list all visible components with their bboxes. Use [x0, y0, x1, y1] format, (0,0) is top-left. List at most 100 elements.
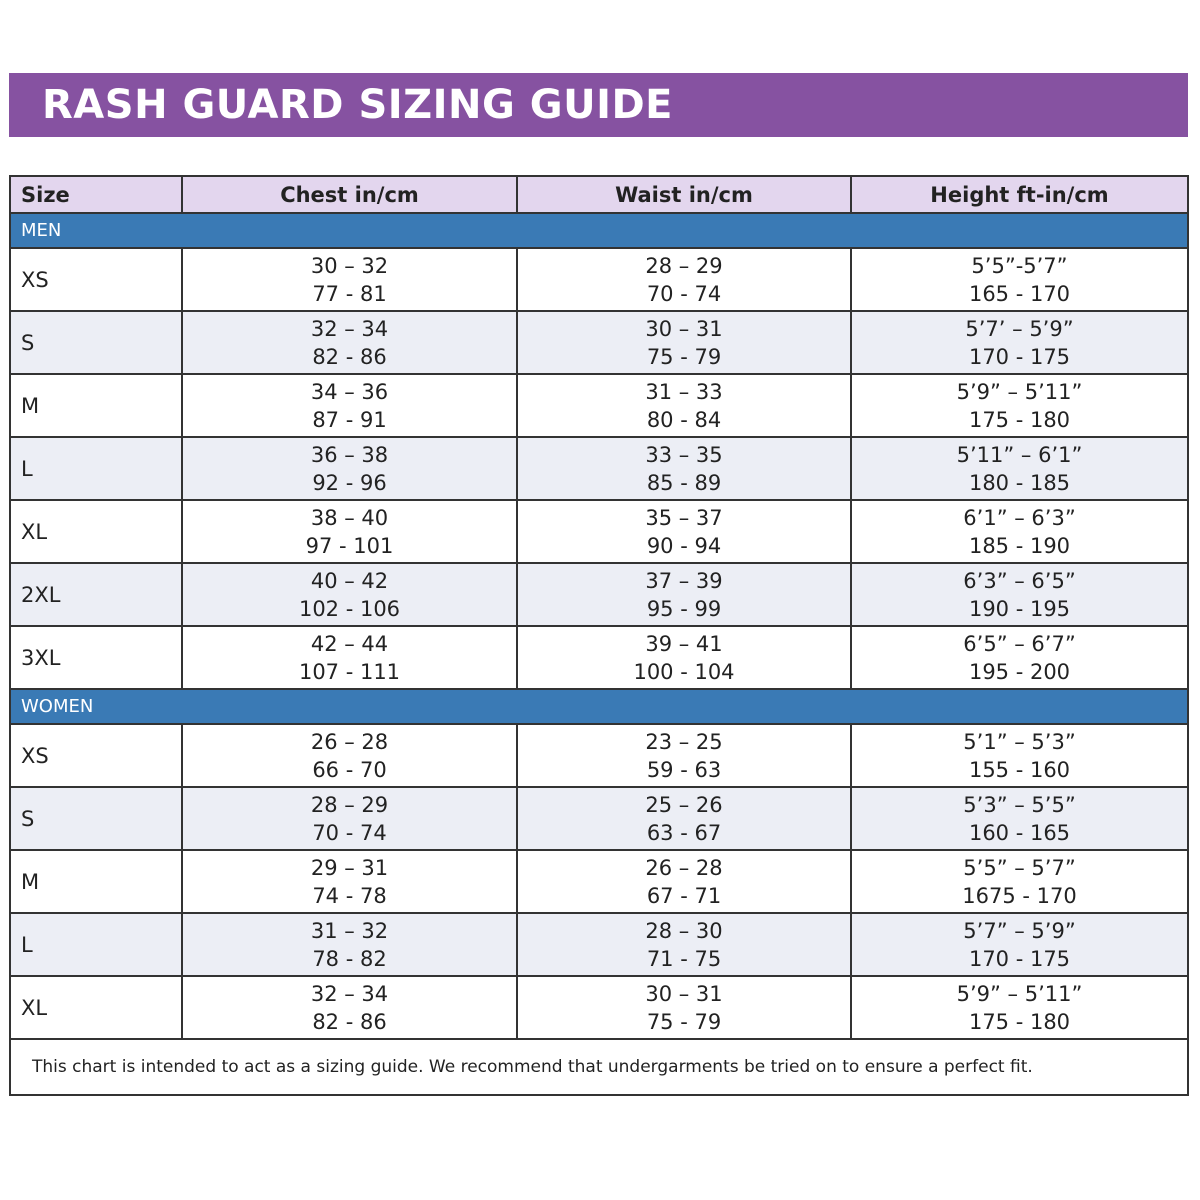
measure-line: 5’7’ – 5’9”: [965, 316, 1074, 341]
measure-cell: 29 – 31 74 - 78: [181, 849, 518, 914]
size-row: L 31 – 32 78 - 82 28 – 30 71 - 75 5’7” – 5’9”…: [9, 912, 1189, 977]
measure-cell: 36 – 38 92 - 96: [181, 436, 518, 501]
size-row: XL 38 – 40 97 - 101 35 – 37 90 - 94 6’1” – 6’…: [9, 499, 1189, 564]
measure-line: 77 - 81: [312, 281, 387, 306]
measure-line: 97 - 101: [305, 533, 394, 558]
measure-line: 80 - 84: [646, 407, 722, 432]
measure-cell: 5’3” – 5’5” 160 - 165: [850, 786, 1189, 851]
measure-line: 85 - 89: [646, 470, 722, 495]
measure-line: 5’11” – 6’1”: [956, 442, 1083, 467]
measure-line: 31 – 33: [645, 379, 723, 404]
size-row: L 36 – 38 92 - 96 33 – 35 85 - 89 5’11” – 6’1…: [9, 436, 1189, 501]
size-row: S 32 – 34 82 - 86 30 – 31 75 - 79 5’7’ – 5’9”…: [9, 310, 1189, 375]
measure-line: 107 - 111: [298, 659, 401, 684]
measure-line: 33 – 35: [645, 442, 723, 467]
measure-cell: 37 – 39 95 - 99: [516, 562, 852, 627]
measure-line: 32 – 34: [310, 316, 389, 341]
measure-cell: 30 – 31 75 - 79: [516, 975, 852, 1040]
measure-line: 63 - 67: [646, 820, 722, 845]
measure-line: 5’5”-5’7”: [971, 253, 1068, 278]
measure-line: 185 - 190: [968, 533, 1071, 558]
measure-line: 30 – 31: [645, 316, 723, 341]
measure-line: 175 - 180: [968, 407, 1071, 432]
measure-line: 40 – 42: [310, 568, 389, 593]
measure-cell: 26 – 28 67 - 71: [516, 849, 852, 914]
size-cell: L: [9, 912, 183, 977]
measure-cell: 6’1” – 6’3” 185 - 190: [850, 499, 1189, 564]
measure-cell: 38 – 40 97 - 101: [181, 499, 518, 564]
size-row: XS 26 – 28 66 - 70 23 – 25 59 - 63 5’1” – 5’3…: [9, 723, 1189, 788]
measure-line: 5’1” – 5’3”: [963, 729, 1076, 754]
measure-line: 29 – 31: [310, 855, 389, 880]
measure-line: 67 - 71: [646, 883, 722, 908]
header-row: Size Chest in/cm Waist in/cm Height ft-in/c…: [9, 175, 1189, 214]
measure-cell: 28 – 30 71 - 75: [516, 912, 852, 977]
measure-line: 34 – 36: [310, 379, 389, 404]
measure-cell: 5’1” – 5’3” 155 - 160: [850, 723, 1189, 788]
measure-line: 5’3” – 5’5”: [963, 792, 1076, 817]
measure-cell: 40 – 42 102 - 106: [181, 562, 518, 627]
measure-line: 35 – 37: [645, 505, 723, 530]
measure-line: 190 - 195: [968, 596, 1071, 621]
section-label: MEN: [9, 212, 1189, 249]
measure-line: 92 - 96: [312, 470, 387, 495]
measure-line: 160 - 165: [968, 820, 1071, 845]
measure-cell: 5’9” – 5’11” 175 - 180: [850, 373, 1189, 438]
size-cell: XL: [9, 499, 183, 564]
section-row: WOMEN: [9, 688, 1189, 725]
measure-line: 170 - 175: [968, 344, 1071, 369]
measure-line: 75 - 79: [646, 344, 722, 369]
measure-line: 82 - 86: [312, 344, 387, 369]
measure-cell: 32 – 34 82 - 86: [181, 310, 518, 375]
measure-line: 70 - 74: [646, 281, 722, 306]
measure-cell: 6’5” – 6’7” 195 - 200: [850, 625, 1189, 690]
measure-cell: 5’7” – 5’9” 170 - 175: [850, 912, 1189, 977]
size-cell: M: [9, 849, 183, 914]
size-cell: S: [9, 786, 183, 851]
measure-cell: 5’5” – 5’7” 1675 - 170: [850, 849, 1189, 914]
measure-line: 37 – 39: [645, 568, 723, 593]
size-row: S 28 – 29 70 - 74 25 – 26 63 - 67 5’3” – 5’5”…: [9, 786, 1189, 851]
measure-line: 5’5” – 5’7”: [963, 855, 1076, 880]
size-row: XS 30 – 32 77 - 81 28 – 29 70 - 74 5’5”-5’7” 1…: [9, 247, 1189, 312]
measure-line: 90 - 94: [646, 533, 722, 558]
measure-line: 180 - 185: [968, 470, 1071, 495]
sizing-table: Size Chest in/cm Waist in/cm Height ft-in/c…: [9, 175, 1189, 1096]
measure-line: 6’5” – 6’7”: [963, 631, 1076, 656]
measure-cell: 31 – 33 80 - 84: [516, 373, 852, 438]
size-row: M 34 – 36 87 - 91 31 – 33 80 - 84 5’9” – 5’11…: [9, 373, 1189, 438]
measure-cell: 5’5”-5’7” 165 - 170: [850, 247, 1189, 312]
measure-line: 26 – 28: [310, 729, 389, 754]
measure-line: 175 - 180: [968, 1009, 1071, 1034]
measure-cell: 28 – 29 70 - 74: [181, 786, 518, 851]
measure-line: 5’7” – 5’9”: [963, 918, 1076, 943]
measure-cell: 39 – 41 100 - 104: [516, 625, 852, 690]
size-row: 2XL 40 – 42 102 - 106 37 – 39 95 - 99 6’3” – …: [9, 562, 1189, 627]
measure-line: 100 - 104: [633, 659, 735, 684]
size-cell: M: [9, 373, 183, 438]
column-header: Size: [9, 175, 183, 214]
measure-cell: 42 – 44 107 - 111: [181, 625, 518, 690]
measure-line: 75 - 79: [646, 1009, 722, 1034]
measure-line: 82 - 86: [312, 1009, 387, 1034]
measure-line: 30 – 32: [310, 253, 389, 278]
size-cell: L: [9, 436, 183, 501]
measure-line: 59 - 63: [646, 757, 722, 782]
measure-line: 28 – 29: [310, 792, 389, 817]
size-cell: S: [9, 310, 183, 375]
footnote-row: This chart is intended to act as a sizin…: [9, 1038, 1189, 1096]
size-cell: XS: [9, 247, 183, 312]
size-cell: 2XL: [9, 562, 183, 627]
measure-cell: 30 – 32 77 - 81: [181, 247, 518, 312]
measure-line: 28 – 29: [645, 253, 723, 278]
measure-cell: 5’11” – 6’1” 180 - 185: [850, 436, 1189, 501]
measure-line: 38 – 40: [310, 505, 389, 530]
measure-line: 42 – 44: [310, 631, 389, 656]
measure-cell: 33 – 35 85 - 89: [516, 436, 852, 501]
measure-line: 170 - 175: [968, 946, 1071, 971]
measure-line: 102 - 106: [298, 596, 401, 621]
size-cell: XS: [9, 723, 183, 788]
measure-line: 31 – 32: [310, 918, 389, 943]
measure-cell: 30 – 31 75 - 79: [516, 310, 852, 375]
measure-line: 155 - 160: [968, 757, 1071, 782]
